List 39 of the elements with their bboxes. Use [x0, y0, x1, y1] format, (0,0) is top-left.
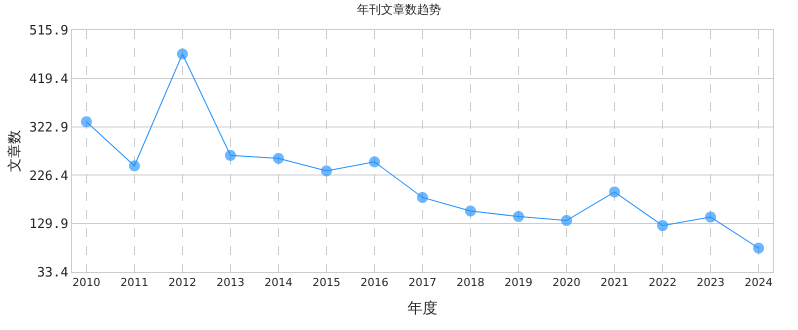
chart-title: 年刊文章数趋势: [357, 2, 441, 16]
x-tick-label: 2011: [120, 276, 148, 290]
x-axis-title: 年度: [408, 299, 438, 318]
point: [176, 48, 188, 60]
x-tick-label: 2020: [552, 276, 581, 290]
point: [320, 165, 332, 176]
point: [368, 156, 380, 168]
y-tick-label: 515.9: [29, 24, 68, 39]
point: [417, 192, 428, 203]
point: [80, 116, 92, 128]
y-tick-label: 322.9: [29, 120, 68, 136]
point: [657, 220, 668, 232]
x-tick-label: 2018: [456, 276, 485, 290]
point: [272, 152, 284, 164]
point: [705, 212, 716, 223]
x-tick-label: 2012: [168, 276, 196, 290]
y-tick-label: 129.9: [29, 217, 68, 232]
point: [128, 160, 140, 172]
x-tick-label: 2017: [408, 276, 436, 290]
x-tick-label: 2010: [72, 276, 100, 290]
x-tick-label: 2015: [312, 276, 340, 290]
point: [465, 206, 476, 217]
x-tick-label: 2014: [264, 276, 292, 290]
x-tick-label: 2021: [600, 276, 629, 290]
x-tick-label: 2022: [648, 276, 677, 290]
point: [513, 211, 524, 222]
y-tick-label: 226.4: [29, 168, 69, 184]
x-tick-label: 2016: [360, 276, 388, 290]
x-tick-label: 2023: [696, 276, 725, 290]
x-tick-label: 2013: [216, 276, 244, 290]
point: [224, 150, 236, 161]
x-tick-label: 2019: [504, 276, 533, 290]
x-tick-label: 2024: [744, 276, 773, 290]
y-tick-label: 419.4: [29, 72, 69, 87]
point: [753, 242, 764, 254]
point: [561, 215, 572, 226]
y-tick-label: 33.4: [37, 266, 69, 281]
y-axis-title: 文章数: [6, 130, 23, 172]
point: [609, 186, 620, 198]
